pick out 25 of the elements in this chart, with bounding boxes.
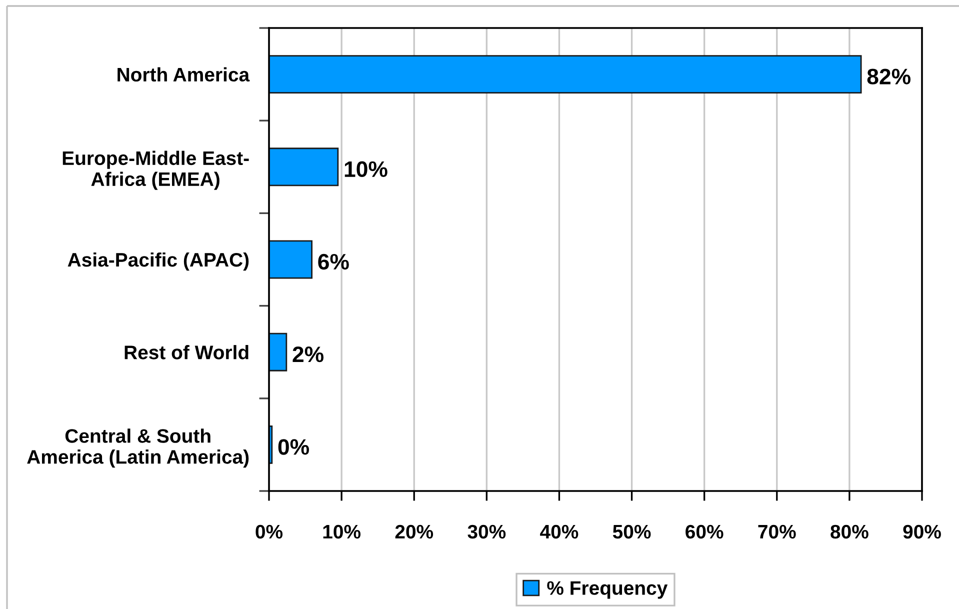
y-tick-label: Central & South America (Latin America) xyxy=(27,428,249,468)
x-tick-label: 40% xyxy=(540,524,578,539)
y-tick-label: Rest of World xyxy=(124,345,248,360)
x-tick-label: 60% xyxy=(686,524,724,539)
bar xyxy=(269,55,862,94)
bar xyxy=(269,332,288,372)
x-tick-label: 10% xyxy=(323,524,361,539)
x-tick-label: 30% xyxy=(468,524,506,539)
bar xyxy=(269,240,313,279)
data-label: 6% xyxy=(318,254,349,270)
x-tick-label: 90% xyxy=(903,524,941,539)
data-label: 0% xyxy=(278,439,309,455)
data-label: 10% xyxy=(344,161,388,178)
x-tick-label: 20% xyxy=(395,524,434,539)
bar xyxy=(269,148,339,186)
y-tick-label: Asia-Pacific (APAC) xyxy=(68,252,249,271)
x-tick-label: 80% xyxy=(830,524,868,539)
legend-label: % Frequency xyxy=(547,581,668,599)
x-tick-label: 50% xyxy=(612,524,651,539)
y-tick-label: Europe-Middle East- Africa (EMEA) xyxy=(62,150,249,190)
data-label: 2% xyxy=(292,346,324,362)
y-tick-label: North America xyxy=(118,67,250,82)
data-label: 82% xyxy=(867,68,910,84)
x-tick-label: 0% xyxy=(256,524,283,539)
x-tick-label: 70% xyxy=(758,524,796,539)
